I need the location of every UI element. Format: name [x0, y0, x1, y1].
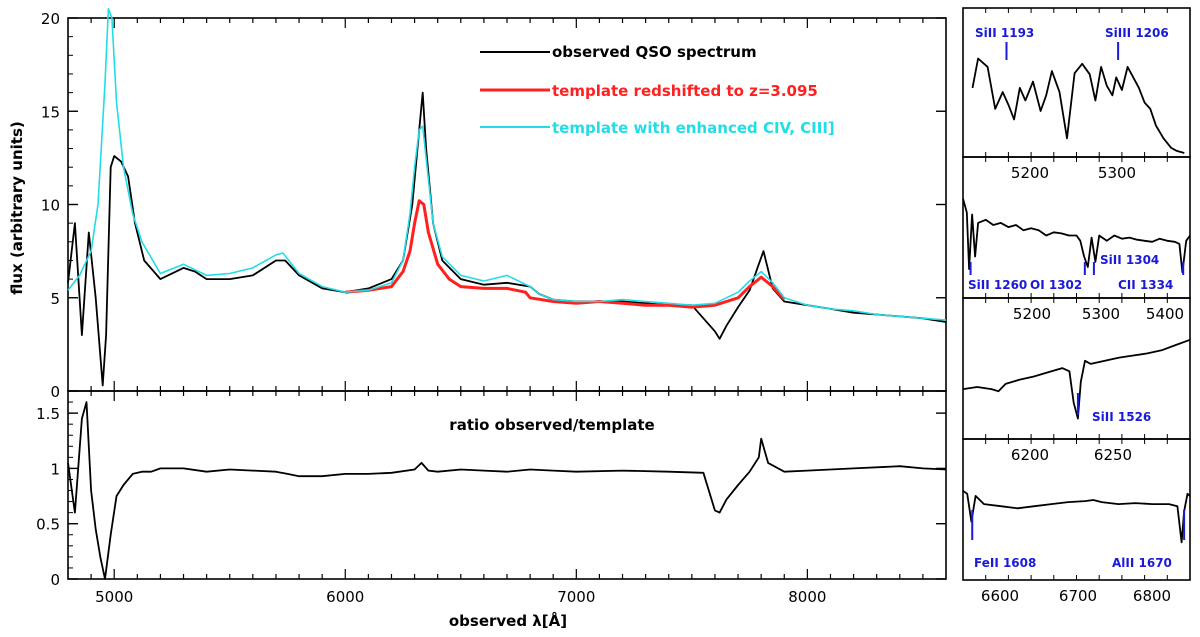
zoom-1-line: [971, 57, 1185, 154]
zoom-4-line-label: FeII 1608: [974, 556, 1036, 570]
zoom-panels: SiII 1193 SiIII 1206 SiII 1260 OI 1302 SiII …: [962, 7, 1191, 605]
zoom-2-line-label: SiII 1304: [1100, 253, 1159, 267]
ratio-panel: 0 0.5 1 1.5 5000 6000 7000 8000 ratio observed/…: [36, 390, 947, 630]
series-line-0: [67, 91, 947, 387]
zoom-1-line-label: SiII 1193: [975, 26, 1034, 40]
zoom-3-top-tick-label: 5400: [1146, 305, 1184, 323]
zoom-4-line-label: AlII 1670: [1112, 556, 1172, 570]
main-series: [67, 7, 947, 387]
zoom-4-line: [962, 490, 1191, 544]
y-axis-label: flux (arbitrary units): [8, 121, 26, 295]
legend: observed QSO spectrum template redshifte…: [480, 43, 835, 137]
x-axis-label: observed λ[Å]: [449, 611, 567, 630]
zoom-3-line-label: SiII 1526: [1092, 410, 1151, 424]
zoom-2-line-label: CII 1334: [1118, 278, 1173, 292]
main-panel-frame: [67, 17, 947, 392]
zoom-3-line: [962, 338, 1191, 420]
x-tick-label: 7000: [557, 588, 595, 606]
main-y-tick-label: 10: [41, 197, 60, 215]
ratio-line: [67, 401, 947, 580]
zoom-1-line-label: SiIII 1206: [1105, 26, 1169, 40]
zoom-2-line-label: SiII 1260: [968, 278, 1027, 292]
zoom-4-bottom-tick-label: 6600: [981, 587, 1019, 605]
ratio-y-tick-label: 0.5: [36, 516, 60, 534]
zoom-4-top-tick-label: 6200: [1011, 446, 1049, 464]
zoom-content: SiII 1193 SiIII 1206 SiII 1260 OI 1302 SiII …: [962, 8, 1191, 580]
main-y-tick-label: 15: [41, 103, 60, 121]
x-tick-label: 5000: [95, 588, 133, 606]
ratio-series: [67, 401, 947, 580]
x-tick-label: 6000: [326, 588, 364, 606]
zoom-2-top-tick-label: 5200: [1011, 164, 1049, 182]
zoom-2-line: [962, 198, 1191, 274]
series-line-2: [67, 7, 947, 321]
main-y-tick-label: 0: [50, 383, 60, 401]
ratio-ticks: 0 0.5 1 1.5 5000 6000 7000 8000: [36, 391, 946, 606]
zoom-2-frame: [962, 156, 1191, 299]
ratio-y-tick-label: 1: [50, 460, 60, 478]
ratio-annotation: ratio observed/template: [449, 416, 654, 434]
ratio-y-tick-label: 0: [50, 571, 60, 589]
zoom-4-bottom-tick-label: 6700: [1059, 587, 1097, 605]
zoom-2-line-label: OI 1302: [1030, 278, 1082, 292]
zoom-4-top-tick-label: 6250: [1094, 446, 1132, 464]
main-panel: 0 5 10 15 20 flux (arbitrary units) observed…: [8, 7, 947, 401]
zoom-3-top-tick-label: 5300: [1082, 305, 1120, 323]
zoom-3-top-tick-label: 5200: [1013, 305, 1051, 323]
legend-enhanced: template with enhanced CIV, CIII]: [552, 119, 835, 137]
legend-observed: observed QSO spectrum: [552, 43, 757, 61]
zoom-2-top-tick-label: 5300: [1098, 164, 1136, 182]
ratio-y-tick-label: 1.5: [36, 405, 60, 423]
zoom-4-bottom-tick-label: 6800: [1133, 587, 1171, 605]
main-y-tick-label: 20: [41, 10, 60, 28]
x-tick-label: 8000: [788, 588, 826, 606]
series-line-1: [345, 199, 786, 309]
main-y-tick-label: 5: [50, 290, 60, 308]
legend-template: template redshifted to z=3.095: [552, 82, 818, 100]
main-ticks: 0 5 10 15 20: [41, 10, 946, 401]
